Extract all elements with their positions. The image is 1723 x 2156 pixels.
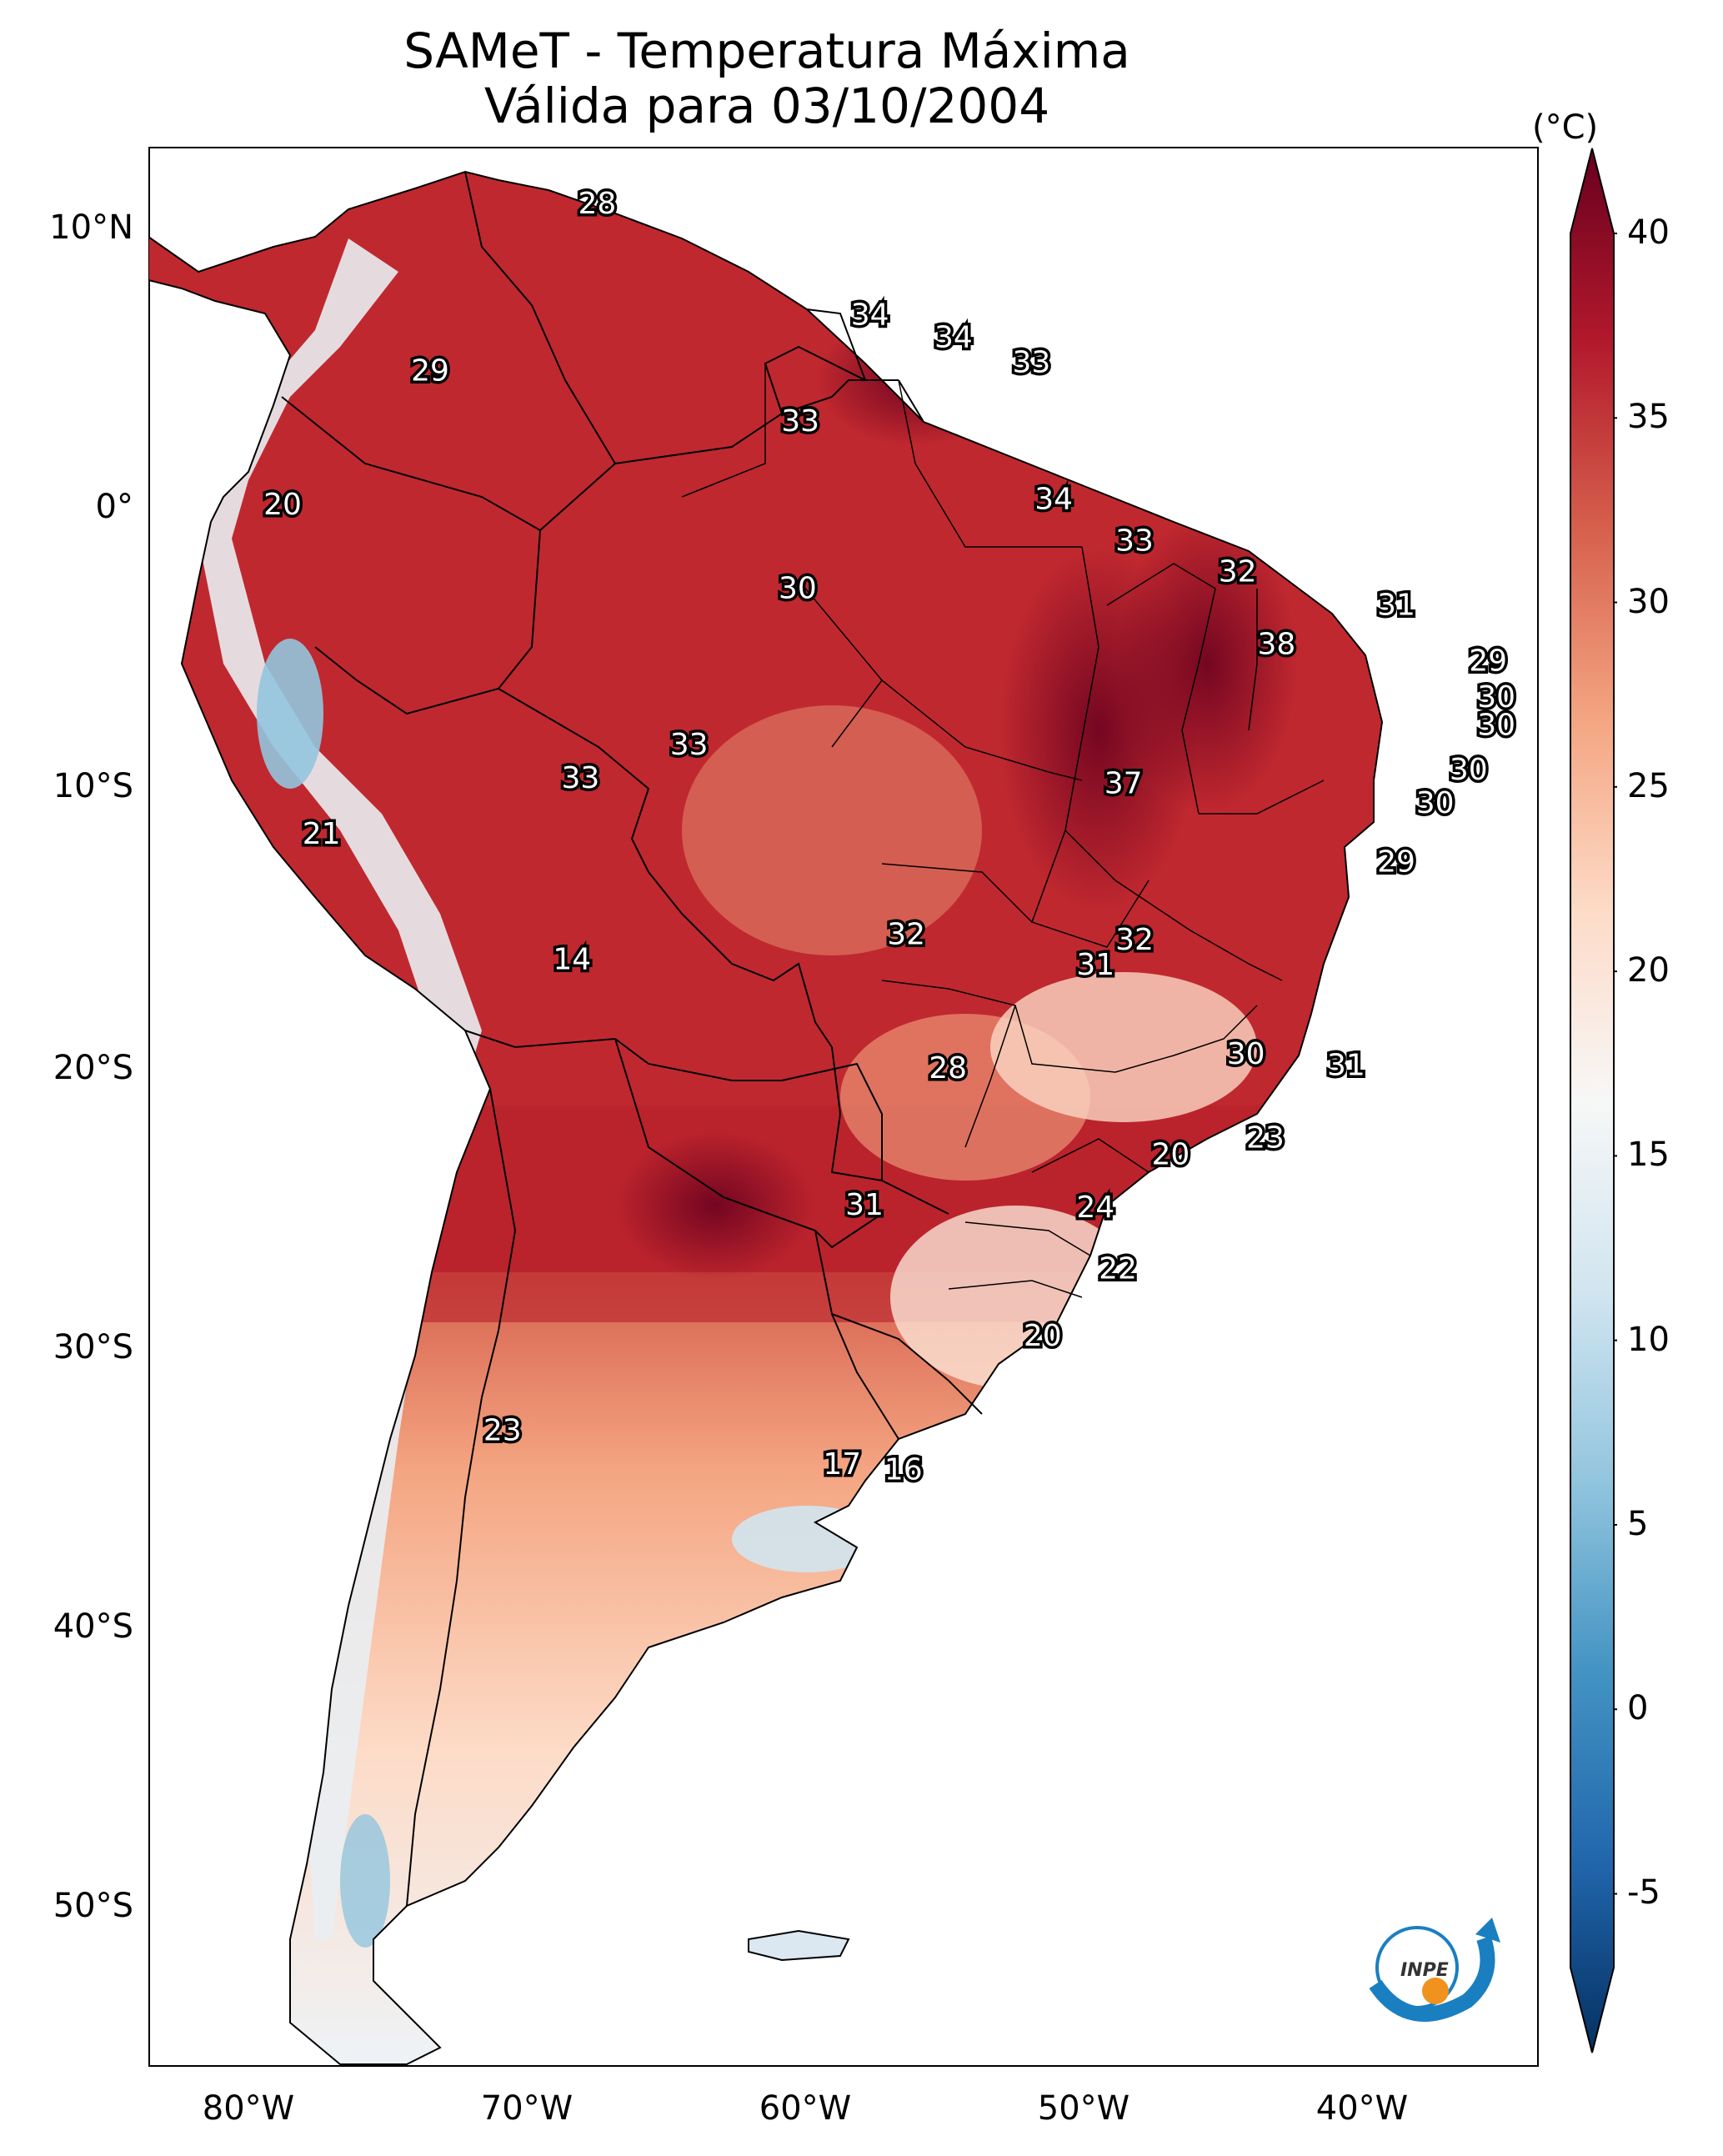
station-label: 33	[1115, 524, 1154, 559]
station-label: 34	[1034, 483, 1073, 517]
station-label: 20	[1151, 1138, 1190, 1172]
inpe-logo: INPE	[1369, 1918, 1500, 2022]
station-label: 29	[411, 354, 449, 389]
colorbar-tick-label: 25	[1627, 766, 1670, 805]
station-label: 34	[851, 298, 889, 333]
station-label: 21	[303, 817, 341, 851]
station-label: 31	[1377, 589, 1415, 623]
station-label: 33	[670, 728, 709, 762]
lon-label-50w: 50°W	[1037, 2089, 1130, 2128]
colorbar-tick-label: 10	[1627, 1320, 1670, 1359]
country-borders	[281, 171, 983, 1907]
station-label: 32	[887, 917, 925, 951]
station-label: 14	[553, 942, 591, 976]
colorbar-tick-label: 35	[1627, 398, 1670, 437]
colorbar-tick-label: 5	[1627, 1504, 1649, 1543]
station-label: 30	[1477, 708, 1515, 742]
colorbar-body	[1570, 148, 1615, 2053]
lon-label-70w: 70°W	[480, 2089, 573, 2128]
coastline	[148, 170, 1384, 2065]
station-label: 30	[1477, 680, 1515, 714]
colorbar-tick-label: 20	[1627, 951, 1670, 990]
station-label: 34	[934, 321, 973, 355]
station-label: 23	[1246, 1121, 1285, 1156]
station-label: 28	[578, 187, 616, 221]
colorbar-tick-label: 15	[1627, 1136, 1670, 1175]
colorbar-tick-label: 0	[1627, 1689, 1649, 1728]
map-title-line-2: Válida para 03/10/2004	[483, 78, 1050, 134]
station-label: 23	[483, 1414, 522, 1448]
falkland-islands	[748, 1929, 850, 1962]
colorbar-tick-label: 30	[1627, 582, 1670, 621]
station-label: 29	[1377, 845, 1415, 879]
station-label: 33	[561, 761, 599, 795]
station-label: 20	[1024, 1319, 1062, 1353]
svg-text:INPE: INPE	[1400, 1960, 1449, 1981]
station-label: 30	[1450, 753, 1488, 787]
station-label: 28	[929, 1051, 967, 1086]
station-label: 32	[1115, 923, 1154, 957]
station-label: 32	[1219, 554, 1257, 589]
lat-label-0: 0°	[95, 488, 133, 526]
station-label: 17	[823, 1447, 861, 1482]
station-label: 16	[884, 1453, 923, 1487]
station-label: 30	[1416, 786, 1455, 820]
lon-label-80w: 80°W	[202, 2089, 295, 2128]
temperature-field	[148, 172, 1382, 2064]
colorbar-tick-label: -5	[1627, 1873, 1660, 1913]
colorbar-tick-label: 40	[1627, 213, 1670, 252]
station-label: 29	[1469, 644, 1507, 679]
lat-label-10s: 10°S	[53, 767, 133, 805]
station-label: 37	[1104, 767, 1143, 801]
lat-label-50s: 50°S	[53, 1887, 133, 1925]
station-label: 31	[1076, 948, 1114, 982]
lat-label-10n: 10°N	[49, 208, 133, 247]
station-label: 22	[1099, 1252, 1137, 1286]
station-label: 30	[779, 572, 817, 606]
station-label: 33	[781, 404, 819, 439]
lon-label-60w: 60°W	[759, 2089, 852, 2128]
station-label: 30	[1227, 1037, 1265, 1071]
colorbar-ticks	[1614, 233, 1617, 1895]
lat-label-20s: 20°S	[53, 1049, 133, 1087]
state-borders	[681, 364, 1325, 1298]
lon-label-40w: 40°W	[1315, 2089, 1409, 2128]
station-label: 31	[1327, 1049, 1365, 1083]
station-label: 20	[263, 488, 302, 522]
station-label: 33	[1012, 346, 1050, 380]
colorbar-unit: (°C)	[1532, 108, 1599, 147]
map-title-line-1: SAMeT - Temperatura Máxima	[403, 23, 1130, 79]
lat-label-40s: 40°S	[53, 1607, 133, 1646]
lat-label-30s: 30°S	[53, 1328, 133, 1366]
station-label: 38	[1257, 627, 1295, 661]
station-label: 31	[845, 1188, 884, 1222]
station-label: 24	[1076, 1191, 1114, 1225]
colorbar	[1570, 148, 1617, 2053]
